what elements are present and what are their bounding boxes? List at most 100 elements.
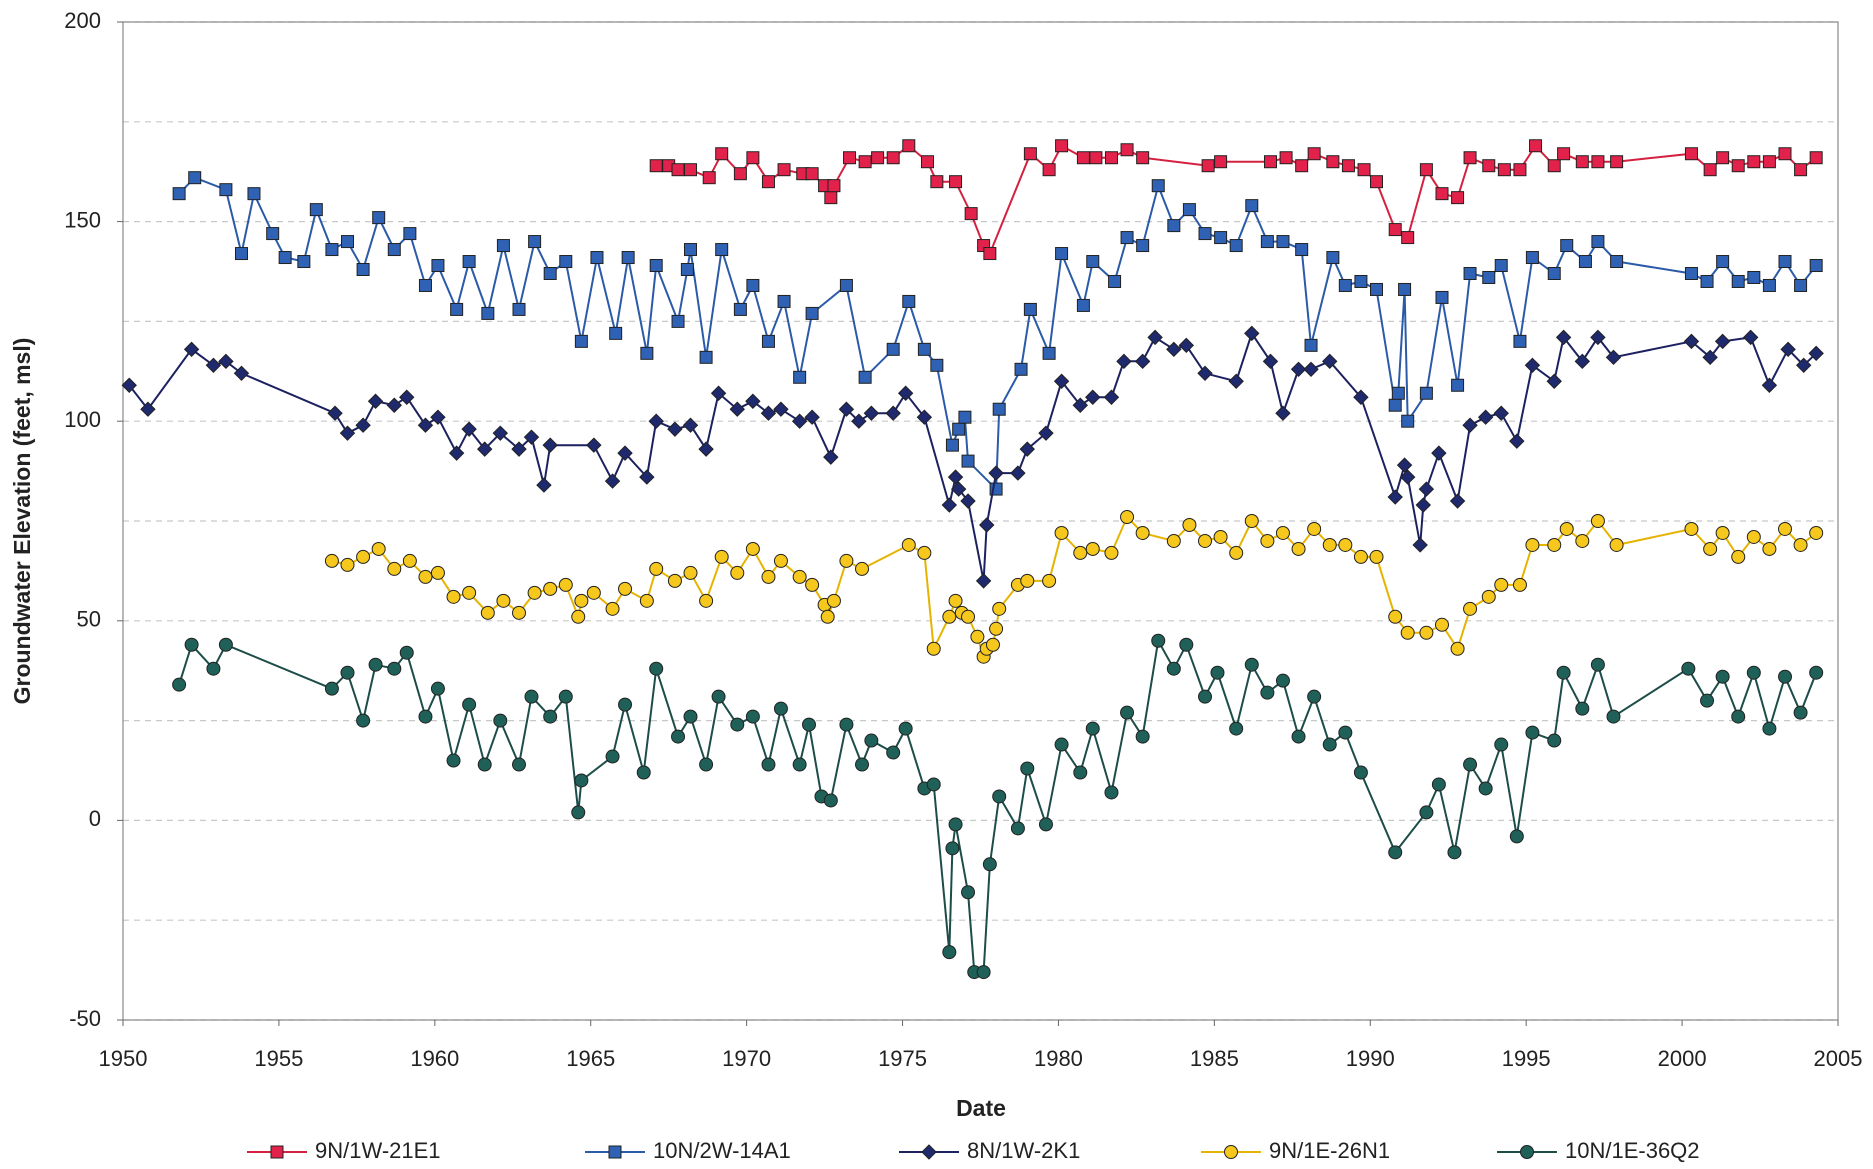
marker	[898, 721, 913, 736]
marker	[858, 370, 872, 384]
marker	[1178, 337, 1195, 354]
marker	[1085, 541, 1100, 556]
marker	[1684, 521, 1699, 536]
marker	[948, 817, 963, 832]
marker	[1338, 725, 1353, 740]
marker	[1023, 302, 1037, 316]
marker	[1182, 517, 1197, 532]
marker	[1715, 669, 1730, 684]
marker	[1746, 665, 1761, 680]
marker	[961, 609, 976, 624]
y-tick-label: -50	[69, 1006, 101, 1031]
marker	[1042, 346, 1056, 360]
marker	[1055, 247, 1069, 261]
marker	[1086, 255, 1100, 269]
marker	[543, 581, 558, 596]
marker	[524, 689, 539, 704]
marker	[1120, 143, 1134, 157]
y-tick-label: 50	[77, 607, 101, 632]
marker	[571, 805, 586, 820]
marker	[604, 473, 621, 489]
marker	[901, 537, 916, 552]
x-tick-label: 1980	[1034, 1046, 1083, 1071]
marker	[574, 334, 588, 348]
marker	[559, 255, 573, 269]
marker	[1291, 541, 1306, 556]
marker	[805, 306, 819, 320]
marker	[1590, 329, 1606, 346]
marker	[462, 697, 477, 712]
marker	[1134, 353, 1151, 370]
marker	[1431, 777, 1446, 792]
marker	[1747, 155, 1761, 169]
marker	[941, 497, 958, 513]
marker	[1777, 521, 1792, 536]
marker	[402, 553, 417, 568]
marker	[648, 413, 664, 429]
legend-label: 9N/1W-21E1	[315, 1138, 441, 1163]
marker	[979, 517, 995, 533]
legend-marker	[921, 1144, 937, 1160]
marker	[121, 377, 137, 393]
series-markers	[649, 139, 1823, 261]
marker	[1419, 805, 1434, 820]
marker	[340, 665, 355, 680]
marker	[715, 147, 729, 161]
marker	[399, 645, 414, 660]
marker	[496, 593, 511, 608]
marker	[1605, 349, 1622, 366]
marker	[356, 263, 370, 277]
x-tick-label: 1995	[1502, 1046, 1551, 1071]
marker	[902, 139, 916, 153]
marker	[1198, 689, 1213, 704]
marker	[961, 454, 975, 468]
marker	[886, 151, 900, 165]
marker	[1477, 409, 1494, 425]
marker	[247, 187, 261, 201]
marker	[493, 713, 508, 728]
marker	[1023, 147, 1037, 161]
marker	[1166, 661, 1181, 676]
marker	[920, 155, 934, 169]
marker	[372, 211, 386, 225]
marker	[1147, 329, 1163, 346]
marker	[885, 405, 901, 421]
marker	[481, 306, 495, 320]
marker	[297, 255, 311, 269]
marker	[574, 593, 589, 608]
marker	[324, 681, 339, 696]
marker	[1793, 537, 1808, 552]
marker	[1228, 373, 1244, 389]
marker	[543, 266, 557, 280]
marker	[1524, 357, 1541, 374]
marker	[1055, 139, 1069, 153]
marker	[1179, 637, 1194, 652]
marker	[1525, 251, 1539, 265]
marker	[1795, 357, 1812, 374]
marker	[1279, 151, 1293, 165]
marker	[1547, 537, 1562, 552]
marker	[886, 342, 900, 356]
marker	[1809, 151, 1823, 165]
marker	[1295, 159, 1309, 173]
marker	[618, 697, 633, 712]
marker	[792, 569, 807, 584]
marker	[1085, 389, 1101, 405]
marker	[827, 179, 841, 193]
marker	[1322, 537, 1337, 552]
marker	[558, 689, 573, 704]
marker	[1120, 231, 1134, 245]
marker	[188, 171, 202, 185]
marker	[1793, 705, 1808, 720]
marker	[1546, 373, 1562, 389]
marker	[793, 370, 807, 384]
marker	[715, 243, 729, 257]
marker	[699, 593, 714, 608]
marker	[1809, 525, 1824, 540]
marker	[680, 263, 694, 277]
marker	[446, 589, 461, 604]
marker	[1398, 282, 1412, 296]
marker	[1481, 589, 1496, 604]
series-markers	[172, 633, 1824, 980]
marker	[542, 437, 558, 453]
